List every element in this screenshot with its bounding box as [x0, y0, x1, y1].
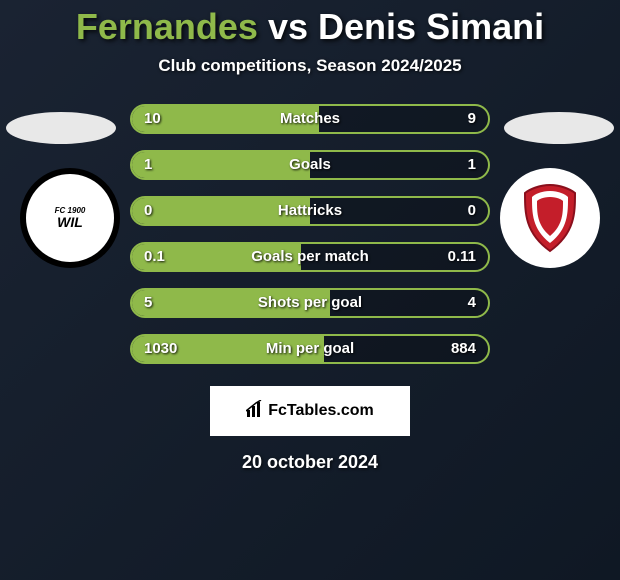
shield-icon — [520, 183, 580, 253]
stat-value-right: 884 — [451, 336, 476, 362]
stat-label: Hattricks — [132, 198, 488, 224]
stats-table: 10Matches91Goals10Hattricks00.1Goals per… — [130, 104, 490, 364]
stat-row: 0Hattricks0 — [130, 196, 490, 226]
chart-icon — [246, 400, 264, 423]
stat-value-right: 0.11 — [448, 244, 476, 270]
stat-label: Matches — [132, 106, 488, 132]
vs-separator: vs — [268, 6, 308, 47]
stat-label: Goals — [132, 152, 488, 178]
stat-row: 1030Min per goal884 — [130, 334, 490, 364]
stat-row: 10Matches9 — [130, 104, 490, 134]
player2-club-crest — [500, 168, 600, 268]
brand-text: FcTables.com — [268, 402, 374, 420]
player2-name: Denis Simani — [318, 6, 544, 47]
stat-row: 0.1Goals per match0.11 — [130, 242, 490, 272]
player2-photo-placeholder — [504, 112, 614, 144]
player1-name: Fernandes — [76, 6, 258, 47]
stat-label: Min per goal — [132, 336, 488, 362]
stat-value-right: 4 — [468, 290, 476, 316]
stat-label: Shots per goal — [132, 290, 488, 316]
stat-value-right: 0 — [468, 198, 476, 224]
player1-photo-placeholder — [6, 112, 116, 144]
stat-value-right: 1 — [468, 152, 476, 178]
brand-footer: FcTables.com — [210, 386, 410, 436]
player1-club-crest: FC 1900 WIL — [20, 168, 120, 268]
content-area: FC 1900 WIL 10Matches91Goals10Hattricks0… — [0, 104, 620, 364]
subtitle: Club competitions, Season 2024/2025 — [0, 56, 620, 76]
stat-value-right: 9 — [468, 106, 476, 132]
date-text: 20 october 2024 — [0, 452, 620, 473]
stat-row: 1Goals1 — [130, 150, 490, 180]
stat-row: 5Shots per goal4 — [130, 288, 490, 318]
stat-label: Goals per match — [132, 244, 488, 270]
crest-left-text: FC 1900 WIL — [55, 207, 86, 229]
comparison-title: Fernandes vs Denis Simani — [0, 0, 620, 48]
